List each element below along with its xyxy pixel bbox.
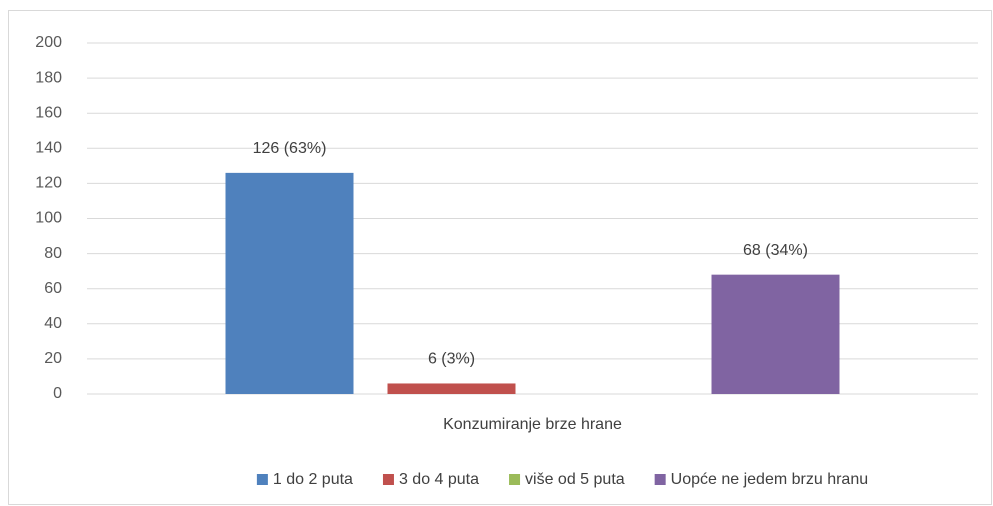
y-tick-label: 180	[35, 69, 62, 86]
legend-swatch	[654, 474, 666, 485]
data-label: 68 (34%)	[743, 242, 808, 259]
legend-swatch	[382, 474, 394, 485]
legend-label: 3 do 4 puta	[399, 471, 479, 488]
y-tick-label: 40	[44, 315, 62, 332]
chart-border	[8, 10, 992, 505]
legend-label: više od 5 puta	[525, 471, 625, 488]
data-label: 126 (63%)	[253, 140, 327, 157]
y-tick-label: 20	[44, 350, 62, 367]
y-tick-label: 200	[35, 34, 62, 51]
x-tick-label: Konzumiranje brze hrane	[443, 416, 622, 433]
bar	[387, 383, 516, 394]
legend-swatch	[256, 474, 268, 485]
y-tick-label: 80	[44, 245, 62, 262]
y-tick-label: 60	[44, 280, 62, 297]
bar	[711, 274, 840, 394]
legend-label: 1 do 2 puta	[273, 471, 353, 488]
y-tick-label: 120	[35, 175, 62, 192]
legend-swatch	[509, 474, 521, 485]
y-tick-label: 0	[53, 385, 62, 402]
data-label: 6 (3%)	[428, 351, 475, 368]
y-tick-label: 160	[35, 104, 62, 121]
bar	[225, 172, 354, 394]
y-tick-label: 100	[35, 210, 62, 227]
legend-label: Uopće ne jedem brzu hranu	[671, 471, 868, 488]
y-tick-label: 140	[35, 140, 62, 157]
